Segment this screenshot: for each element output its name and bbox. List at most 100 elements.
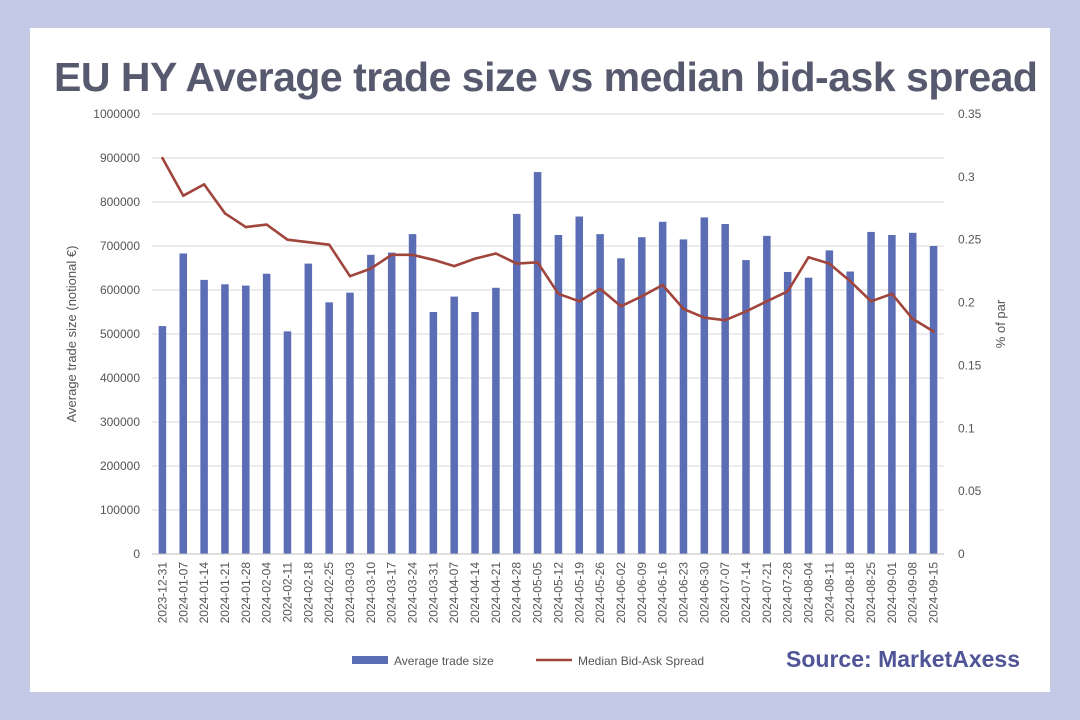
y2-tick-label: 0.05 — [958, 484, 982, 498]
x-tick-label: 2024-02-25 — [322, 562, 336, 624]
x-tick-label: 2024-04-28 — [510, 562, 524, 624]
bar-average-trade-size — [742, 260, 750, 554]
x-tick-label: 2024-08-18 — [843, 562, 857, 624]
point-median-bid-ask-spread — [682, 307, 685, 311]
y2-tick-label: 0.3 — [958, 170, 975, 184]
bar-average-trade-size — [825, 250, 834, 554]
bar-average-trade-size — [846, 271, 854, 554]
point-median-bid-ask-spread — [181, 194, 185, 198]
x-tick-label: 2024-02-18 — [301, 562, 315, 624]
legend-label-median-bid-ask-spread: Median Bid-Ask Spread — [578, 654, 704, 668]
x-tick-label: 2024-07-07 — [718, 562, 732, 624]
left-axis-ticks: 0 100000 200000 300000 400000 500000 600000 700… — [93, 107, 140, 561]
x-tick-label: 2024-05-26 — [593, 562, 607, 624]
bar-average-trade-size — [262, 273, 271, 554]
point-median-bid-ask-spread — [161, 156, 164, 160]
bar-average-trade-size — [575, 216, 584, 554]
x-tick-label: 2024-04-07 — [447, 562, 461, 624]
bar-average-trade-size — [804, 277, 813, 554]
point-median-bid-ask-spread — [494, 252, 498, 255]
bar-average-trade-size — [387, 252, 396, 554]
bar-average-trade-size — [658, 221, 667, 555]
bar-average-trade-size — [512, 213, 521, 554]
y-tick-label: 700000 — [100, 239, 140, 253]
point-median-bid-ask-spread — [557, 292, 560, 296]
point-median-bid-ask-spread — [640, 294, 644, 298]
x-tick-label: 2024-02-11 — [280, 562, 294, 623]
point-median-bid-ask-spread — [327, 243, 331, 247]
bar-average-trade-size — [700, 217, 709, 554]
bar-average-trade-size — [929, 246, 938, 554]
point-median-bid-ask-spread — [390, 253, 393, 257]
point-median-bid-ask-spread — [598, 287, 602, 291]
x-tick-label: 2023-12-31 — [155, 562, 169, 624]
point-median-bid-ask-spread — [515, 262, 519, 265]
x-tick-label: 2024-07-14 — [739, 562, 753, 624]
point-median-bid-ask-spread — [744, 310, 748, 313]
point-median-bid-ask-spread — [890, 292, 894, 296]
x-tick-label: 2024-03-10 — [364, 562, 378, 624]
point-median-bid-ask-spread — [765, 300, 769, 303]
bar-average-trade-size — [867, 231, 875, 555]
x-tick-label: 2024-06-30 — [697, 562, 711, 624]
bar-average-trade-size — [533, 172, 542, 554]
x-tick-label: 2024-09-08 — [906, 562, 920, 624]
point-median-bid-ask-spread — [786, 289, 789, 293]
x-tick-label: 2024-07-21 — [760, 562, 774, 624]
x-tick-label: 2024-04-14 — [468, 562, 482, 624]
point-median-bid-ask-spread — [244, 225, 248, 229]
x-tick-label: 2024-01-21 — [218, 562, 232, 624]
x-tick-label: 2024-05-05 — [531, 562, 545, 624]
bar-average-trade-size — [283, 331, 292, 554]
y-tick-label: 300000 — [100, 415, 140, 429]
x-tick-label: 2024-08-11 — [822, 562, 836, 623]
point-median-bid-ask-spread — [932, 330, 935, 333]
x-tick-label: 2024-04-21 — [489, 562, 503, 624]
x-tick-label: 2024-07-28 — [781, 562, 795, 624]
point-median-bid-ask-spread — [411, 253, 414, 257]
source-note: Source: MarketAxess — [786, 646, 1020, 672]
point-median-bid-ask-spread — [807, 256, 810, 259]
y-tick-label: 800000 — [100, 195, 140, 209]
point-median-bid-ask-spread — [286, 238, 289, 242]
y2-tick-label: 0.1 — [958, 421, 975, 435]
bar-average-trade-size — [638, 237, 646, 554]
y2-tick-label: 0.25 — [958, 233, 982, 247]
point-median-bid-ask-spread — [848, 279, 852, 283]
y-tick-label: 400000 — [100, 371, 140, 385]
bar-average-trade-size — [304, 263, 313, 554]
x-tick-label: 2024-01-07 — [176, 562, 190, 624]
point-median-bid-ask-spread — [473, 257, 477, 260]
x-tick-label: 2024-03-17 — [385, 562, 399, 624]
x-tick-label: 2024-08-04 — [802, 562, 816, 624]
point-median-bid-ask-spread — [869, 300, 873, 303]
x-tick-label: 2024-08-25 — [864, 562, 878, 624]
point-median-bid-ask-spread — [911, 317, 915, 321]
bar-average-trade-size — [783, 271, 792, 554]
y2-tick-label: 0.2 — [958, 296, 975, 310]
point-median-bid-ask-spread — [661, 283, 664, 287]
point-median-bid-ask-spread — [307, 240, 310, 244]
bar-average-trade-size — [158, 326, 167, 554]
bar-average-trade-size — [888, 235, 896, 554]
chart-title: EU HY Average trade size vs median bid-a… — [54, 54, 1038, 100]
x-tick-label: 2024-02-04 — [260, 562, 274, 624]
x-tick-label: 2024-06-23 — [676, 562, 690, 624]
chart-svg: 0 100000 200000 300000 400000 500000 600000 700… — [64, 107, 1008, 668]
bar-average-trade-size — [346, 292, 354, 554]
bar-average-trade-size — [221, 284, 229, 554]
bar-average-trade-size — [908, 232, 917, 555]
x-tick-label: 2024-06-09 — [635, 562, 649, 624]
bar-average-trade-size — [179, 253, 188, 555]
point-median-bid-ask-spread — [432, 258, 435, 262]
bar-average-trade-size — [492, 287, 500, 554]
left-axis-title: Average trade size (notional €) — [64, 246, 79, 423]
point-median-bid-ask-spread — [369, 267, 373, 270]
x-tick-label: 2024-03-24 — [406, 562, 420, 624]
x-tick-label: 2024-06-02 — [614, 562, 628, 624]
bar-average-trade-size — [617, 258, 625, 554]
gridlines — [152, 113, 944, 511]
bar-average-trade-size — [721, 224, 729, 554]
bar-average-trade-size — [325, 302, 333, 554]
line-median-bid-ask-spread — [161, 157, 935, 333]
